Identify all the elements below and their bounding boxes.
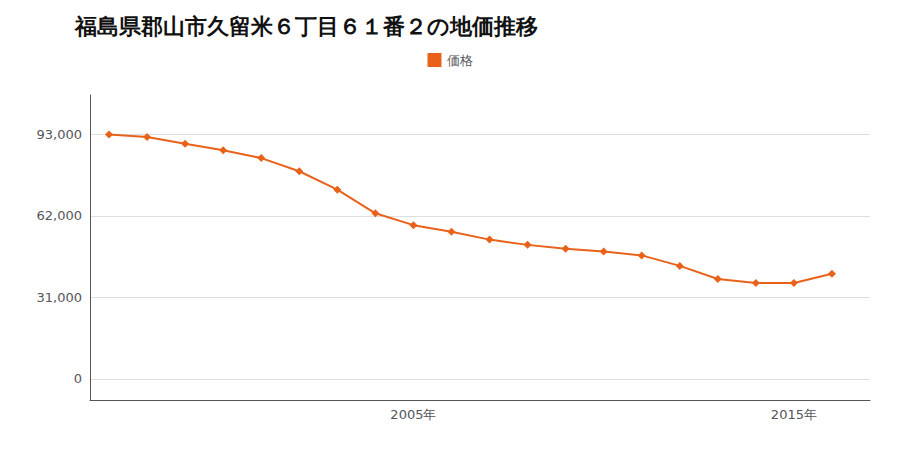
- svg-text:2015年: 2015年: [771, 407, 817, 422]
- svg-text:2005年: 2005年: [390, 407, 436, 422]
- svg-text:価格: 価格: [447, 53, 473, 68]
- svg-text:福島県郡山市久留米６丁目６１番２の地価推移: 福島県郡山市久留米６丁目６１番２の地価推移: [74, 14, 538, 39]
- svg-text:93,000: 93,000: [37, 127, 83, 142]
- svg-text:31,000: 31,000: [37, 290, 83, 305]
- svg-text:0: 0: [74, 371, 82, 386]
- svg-text:62,000: 62,000: [37, 208, 83, 223]
